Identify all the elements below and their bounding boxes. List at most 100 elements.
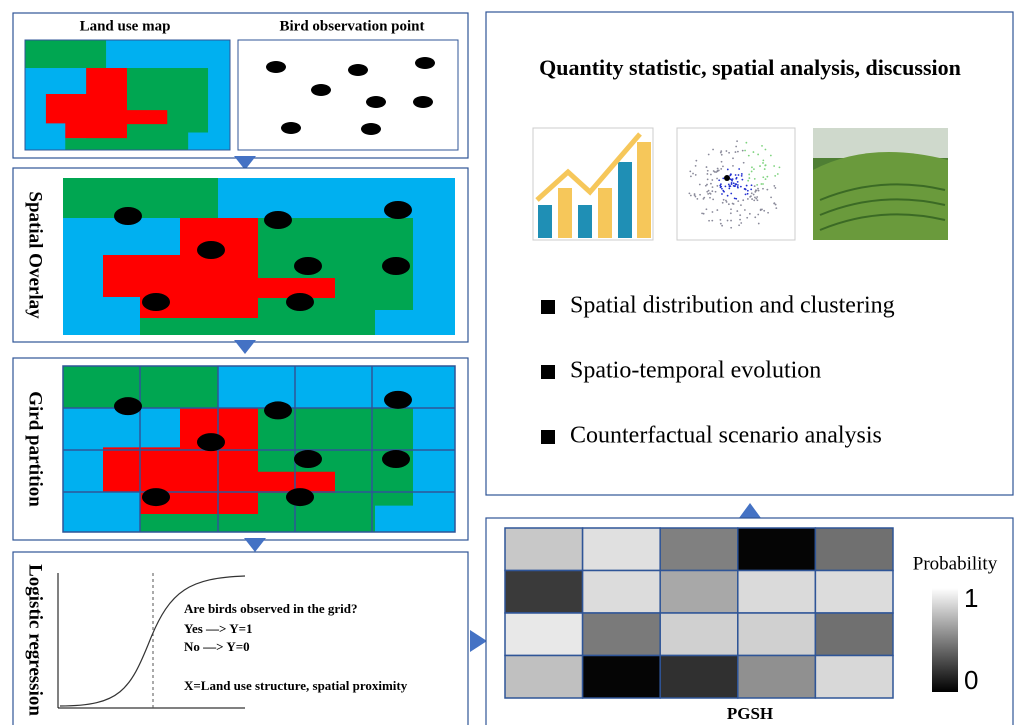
scatter-point (718, 170, 720, 172)
bullet-square (541, 430, 555, 444)
scatter-icon (677, 128, 795, 240)
scatter-point (764, 168, 766, 170)
scatter-point (716, 178, 718, 180)
scatter-point (756, 184, 758, 186)
scatter-point (711, 179, 713, 181)
bullet-text: Spatio-temporal evolution (570, 358, 821, 384)
scatter-point (757, 154, 759, 156)
scatter-point (730, 193, 732, 195)
scatter-point (689, 170, 691, 172)
scatter-point (750, 195, 752, 197)
scatter-point (735, 146, 737, 148)
scatter-point (748, 177, 750, 179)
scatter-point (706, 166, 708, 168)
bird-title: Bird observation point (279, 18, 424, 34)
scatter-point (740, 186, 742, 188)
step3-label: Gird partition (25, 391, 46, 507)
scatter-point (711, 190, 713, 192)
scatter-point (736, 210, 738, 212)
scatter-point (696, 198, 698, 200)
scatter-point (747, 193, 749, 195)
scatter-point (731, 182, 733, 184)
scatter-point (747, 198, 749, 200)
scatter-point (694, 196, 696, 198)
scatter-point (736, 140, 738, 142)
scatter-point (715, 191, 717, 193)
scatter-point (719, 185, 721, 187)
scatter-point (728, 183, 730, 185)
scatter-point (770, 155, 772, 157)
scatter-point (703, 213, 705, 215)
bird-dot (286, 293, 314, 311)
x-definition: X=Land use structure, spatial proximity (184, 678, 408, 693)
scatter-point (718, 179, 720, 181)
results-title: Quantity statistic, spatial analysis, di… (539, 55, 961, 80)
scatter-point (745, 142, 747, 144)
scatter-point (737, 184, 739, 186)
heat-cell (660, 528, 738, 571)
scatter-point (762, 159, 764, 161)
land-use-map (25, 40, 230, 150)
scatter-point (749, 213, 751, 215)
scatter-point (743, 162, 745, 164)
heat-cell (738, 528, 816, 571)
scatter-point (727, 169, 729, 171)
scatter-point (712, 211, 714, 213)
scatter-point (720, 223, 722, 225)
heat-cell (815, 571, 893, 614)
scatter-point (762, 188, 764, 190)
scatter-point (703, 198, 705, 200)
scatter-point (777, 173, 779, 175)
heat-cell (583, 528, 661, 571)
scatter-point (736, 177, 738, 179)
scatter-point (753, 199, 755, 201)
scatter-point (773, 202, 775, 204)
terrace-photo (813, 128, 948, 240)
scatter-point (741, 175, 743, 177)
scatter-point (755, 189, 757, 191)
land-use-title: Land use map (80, 18, 171, 34)
bullet-square (541, 300, 555, 314)
heatmap (505, 528, 893, 698)
bird-dot (382, 257, 410, 275)
scatter-point (726, 150, 728, 152)
bird-dot (294, 257, 322, 275)
bird-dot (286, 488, 314, 506)
scatter-point (744, 150, 746, 152)
scatter-point (754, 178, 756, 180)
arrow (470, 630, 487, 652)
scatter-point (716, 185, 718, 187)
scatter-point (744, 209, 746, 211)
scatter-point (765, 164, 767, 166)
scatter-point (742, 199, 744, 201)
scatter-point (745, 193, 747, 195)
scatter-point (753, 168, 755, 170)
scatter-point (731, 180, 733, 182)
scatter-point (774, 175, 776, 177)
scatter-point (775, 204, 777, 206)
step2-label: Spatial Overlay (25, 191, 46, 319)
scatter-point (754, 185, 756, 187)
diagram: Land use map Bird observation point Spat… (0, 0, 1020, 725)
scatter-point (708, 190, 710, 192)
scatter-point (706, 208, 708, 210)
scatter-point (755, 198, 757, 200)
scatter-point (748, 174, 750, 176)
scatter-point (740, 222, 742, 224)
heat-cell (738, 571, 816, 614)
scatter-point (773, 165, 775, 167)
scatter-point (732, 165, 734, 167)
scatter-point (754, 197, 756, 199)
scatter-point (695, 165, 697, 167)
scatter-point (746, 217, 748, 219)
scatter-point (722, 202, 724, 204)
bird-dot (197, 433, 225, 451)
scatter-point (760, 209, 762, 211)
scatter-point (748, 155, 750, 157)
scatter-point (729, 185, 731, 187)
scatter-point (710, 193, 712, 195)
scatter-point (739, 214, 741, 216)
scatter-point (746, 185, 748, 187)
scatter-point (741, 179, 743, 181)
scatter-point (722, 190, 724, 192)
